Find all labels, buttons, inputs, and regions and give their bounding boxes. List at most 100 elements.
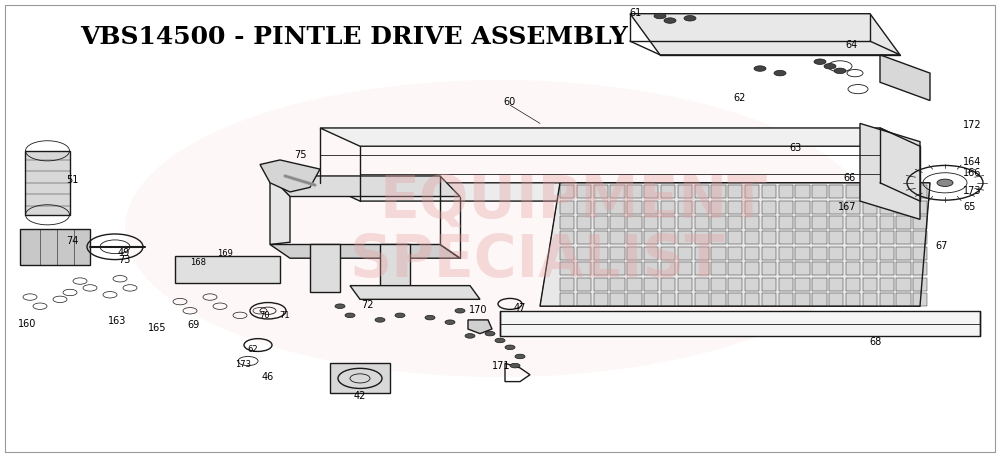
- Polygon shape: [913, 278, 927, 291]
- Polygon shape: [913, 201, 927, 214]
- Polygon shape: [661, 293, 675, 306]
- Polygon shape: [695, 262, 709, 275]
- Polygon shape: [610, 293, 625, 306]
- Polygon shape: [644, 201, 658, 214]
- Polygon shape: [711, 201, 726, 214]
- Polygon shape: [863, 262, 877, 275]
- Polygon shape: [695, 201, 709, 214]
- Polygon shape: [695, 293, 709, 306]
- Polygon shape: [779, 247, 793, 260]
- Polygon shape: [678, 201, 692, 214]
- Polygon shape: [728, 201, 742, 214]
- Polygon shape: [695, 247, 709, 260]
- Text: 73: 73: [118, 255, 130, 265]
- Polygon shape: [829, 262, 843, 275]
- Polygon shape: [745, 185, 759, 198]
- Polygon shape: [812, 231, 827, 244]
- Polygon shape: [863, 231, 877, 244]
- Polygon shape: [762, 201, 776, 214]
- Polygon shape: [678, 216, 692, 229]
- Polygon shape: [829, 247, 843, 260]
- Polygon shape: [594, 262, 608, 275]
- Polygon shape: [880, 201, 894, 214]
- Text: 65: 65: [963, 202, 975, 212]
- Polygon shape: [627, 293, 642, 306]
- Polygon shape: [610, 216, 625, 229]
- Polygon shape: [880, 247, 894, 260]
- Polygon shape: [863, 278, 877, 291]
- Polygon shape: [711, 216, 726, 229]
- Polygon shape: [812, 293, 827, 306]
- Polygon shape: [661, 185, 675, 198]
- Circle shape: [754, 66, 766, 71]
- Circle shape: [774, 70, 786, 76]
- Polygon shape: [795, 293, 810, 306]
- Polygon shape: [913, 185, 927, 198]
- Polygon shape: [762, 247, 776, 260]
- Polygon shape: [863, 201, 877, 214]
- Polygon shape: [880, 55, 930, 101]
- Polygon shape: [795, 262, 810, 275]
- Polygon shape: [594, 231, 608, 244]
- Polygon shape: [829, 201, 843, 214]
- Polygon shape: [795, 231, 810, 244]
- Text: 167: 167: [838, 202, 856, 212]
- Ellipse shape: [125, 80, 875, 377]
- Polygon shape: [728, 262, 742, 275]
- Circle shape: [937, 179, 953, 186]
- Text: 166: 166: [963, 168, 981, 178]
- Polygon shape: [175, 256, 280, 283]
- Text: 165: 165: [148, 323, 166, 333]
- Polygon shape: [560, 201, 574, 214]
- Polygon shape: [913, 262, 927, 275]
- Text: 71: 71: [280, 311, 290, 319]
- Polygon shape: [913, 231, 927, 244]
- Polygon shape: [829, 231, 843, 244]
- Polygon shape: [330, 363, 390, 393]
- Polygon shape: [644, 262, 658, 275]
- Text: 46: 46: [262, 372, 274, 382]
- Polygon shape: [320, 128, 920, 146]
- Polygon shape: [560, 278, 574, 291]
- Circle shape: [395, 313, 405, 318]
- Polygon shape: [711, 262, 726, 275]
- Circle shape: [455, 308, 465, 313]
- Polygon shape: [795, 247, 810, 260]
- Polygon shape: [812, 247, 827, 260]
- Polygon shape: [594, 278, 608, 291]
- Polygon shape: [678, 278, 692, 291]
- Polygon shape: [695, 278, 709, 291]
- Polygon shape: [627, 201, 642, 214]
- Polygon shape: [728, 278, 742, 291]
- Polygon shape: [863, 247, 877, 260]
- Circle shape: [814, 59, 826, 64]
- Text: 169: 169: [217, 249, 233, 258]
- Polygon shape: [745, 278, 759, 291]
- Polygon shape: [728, 293, 742, 306]
- Polygon shape: [846, 185, 860, 198]
- Polygon shape: [779, 231, 793, 244]
- Text: 68: 68: [869, 337, 881, 347]
- Polygon shape: [762, 185, 776, 198]
- Polygon shape: [630, 14, 900, 55]
- Circle shape: [824, 64, 836, 69]
- Polygon shape: [846, 293, 860, 306]
- Text: 62: 62: [248, 345, 258, 354]
- Polygon shape: [795, 185, 810, 198]
- Polygon shape: [627, 247, 642, 260]
- Polygon shape: [20, 228, 90, 265]
- Polygon shape: [644, 216, 658, 229]
- Polygon shape: [812, 278, 827, 291]
- Polygon shape: [610, 278, 625, 291]
- Polygon shape: [913, 293, 927, 306]
- Polygon shape: [577, 247, 591, 260]
- Polygon shape: [812, 185, 827, 198]
- Polygon shape: [577, 201, 591, 214]
- Polygon shape: [728, 185, 742, 198]
- Circle shape: [654, 13, 666, 19]
- Polygon shape: [610, 231, 625, 244]
- Polygon shape: [661, 216, 675, 229]
- Text: 64: 64: [846, 40, 858, 50]
- Text: 63: 63: [789, 143, 801, 153]
- Polygon shape: [812, 201, 827, 214]
